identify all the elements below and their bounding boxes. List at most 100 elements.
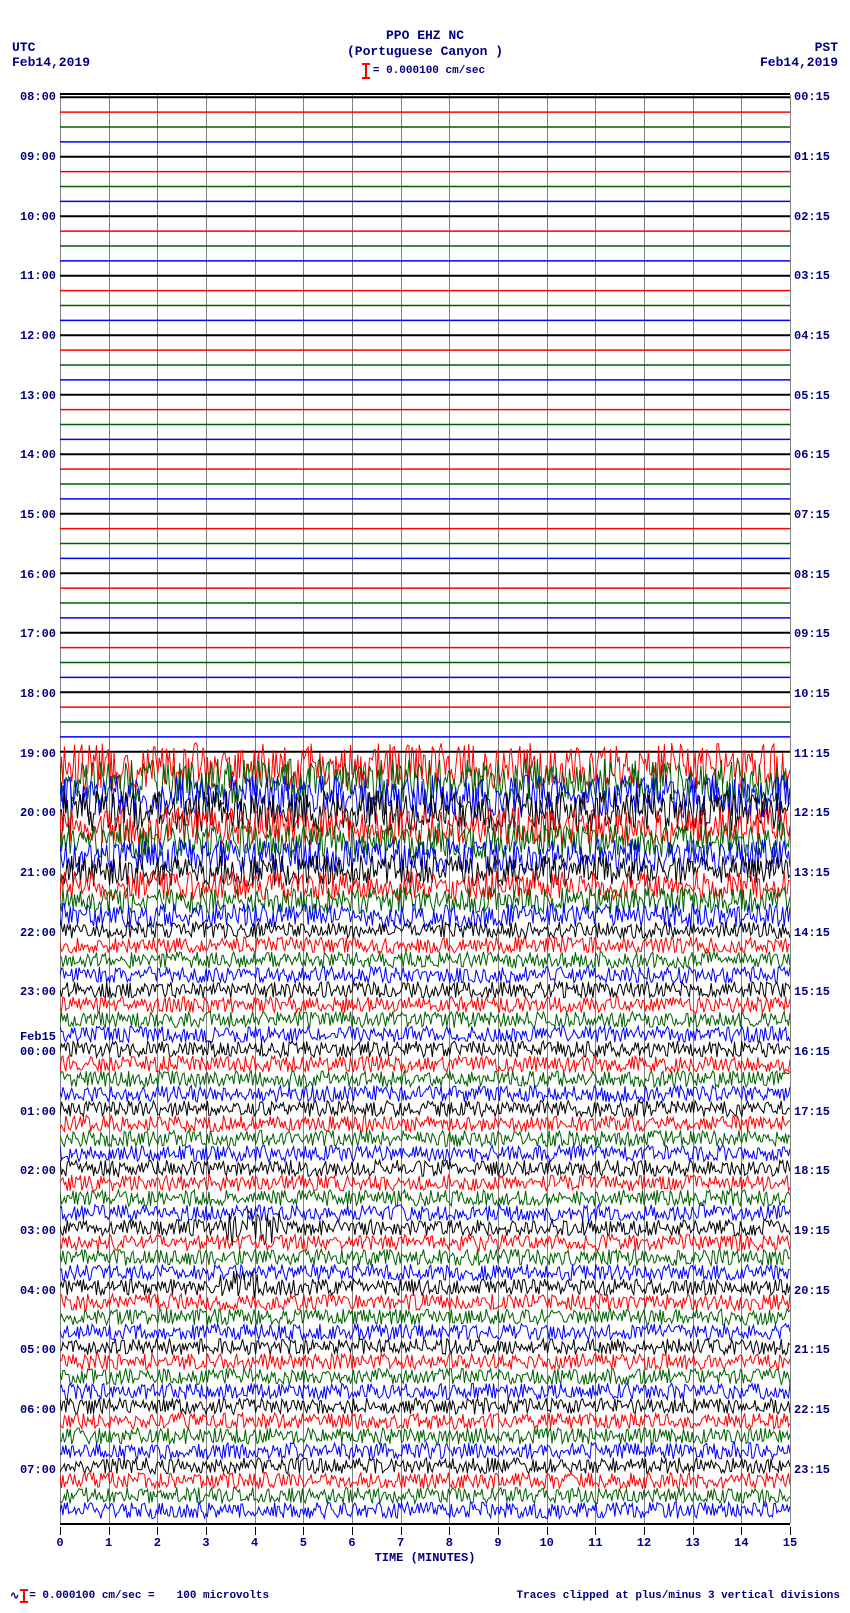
x-tick-label: 12: [637, 1536, 651, 1550]
utc-time-label: 04:00: [20, 1284, 56, 1298]
x-tick-label: 11: [588, 1536, 602, 1550]
tz-right-label: PST: [815, 40, 838, 55]
x-tick-label: 9: [494, 1536, 501, 1550]
pst-time-label: 15:15: [794, 985, 830, 999]
pst-time-label: 02:15: [794, 210, 830, 224]
pst-time-label: 05:15: [794, 389, 830, 403]
x-tick: [206, 1527, 207, 1535]
pst-time-label: 01:15: [794, 150, 830, 164]
x-tick: [157, 1527, 158, 1535]
scale-bar-icon: [365, 63, 367, 79]
x-tick: [352, 1527, 353, 1535]
x-tick-label: 13: [685, 1536, 699, 1550]
pst-time-label: 10:15: [794, 687, 830, 701]
utc-time-label: 03:00: [20, 1224, 56, 1238]
utc-time-label: 06:00: [20, 1403, 56, 1417]
utc-time-label: 01:00: [20, 1105, 56, 1119]
pst-time-label: 20:15: [794, 1284, 830, 1298]
x-tick-label: 5: [300, 1536, 307, 1550]
pst-time-label: 23:15: [794, 1463, 830, 1477]
utc-time-label: 12:00: [20, 329, 56, 343]
scale-text: = 0.000100 cm/sec: [373, 65, 485, 77]
x-tick-label: 8: [446, 1536, 453, 1550]
pst-time-label: 13:15: [794, 866, 830, 880]
x-tick-label: 0: [56, 1536, 63, 1550]
pst-time-label: 18:15: [794, 1164, 830, 1178]
utc-time-label: 07:00: [20, 1463, 56, 1477]
pst-time-label: 04:15: [794, 329, 830, 343]
pst-time-label: 14:15: [794, 926, 830, 940]
grid-vertical: [790, 95, 791, 1523]
utc-time-label: 05:00: [20, 1343, 56, 1357]
x-tick-label: 6: [348, 1536, 355, 1550]
pst-time-label: 17:15: [794, 1105, 830, 1119]
x-tick: [693, 1527, 694, 1535]
station-code: PPO EHZ NC: [0, 28, 850, 44]
x-tick: [60, 1527, 61, 1535]
utc-time-label: 23:00: [20, 985, 56, 999]
pst-time-label: 21:15: [794, 1343, 830, 1357]
utc-time-label: 10:00: [20, 210, 56, 224]
utc-time-label: 20:00: [20, 806, 56, 820]
x-tick-label: 1: [105, 1536, 112, 1550]
x-tick: [401, 1527, 402, 1535]
x-tick: [255, 1527, 256, 1535]
station-name: (Portuguese Canyon ): [0, 44, 850, 60]
chart-header: PPO EHZ NC (Portuguese Canyon ) = 0.0001…: [0, 0, 850, 79]
utc-time-label: 00:00: [20, 1045, 56, 1059]
footer-scale-text: = 0.000100 cm/sec =: [29, 1590, 154, 1602]
x-tick-label: 10: [539, 1536, 553, 1550]
utc-time-label: 14:00: [20, 448, 56, 462]
pst-time-label: 07:15: [794, 508, 830, 522]
scale-row: = 0.000100 cm/sec: [0, 63, 850, 79]
x-tick-label: 2: [154, 1536, 161, 1550]
utc-time-label: 15:00: [20, 508, 56, 522]
x-axis-title: TIME (MINUTES): [60, 1551, 790, 1565]
pst-time-label: 22:15: [794, 1403, 830, 1417]
footer-clip-note: Traces clipped at plus/minus 3 vertical …: [517, 1590, 840, 1602]
x-tick: [595, 1527, 596, 1535]
pst-time-label: 09:15: [794, 627, 830, 641]
pst-time-label: 06:15: [794, 448, 830, 462]
date-right-label: Feb14,2019: [760, 55, 838, 70]
utc-time-label: 19:00: [20, 747, 56, 761]
pst-time-label: 12:15: [794, 806, 830, 820]
utc-date-label: Feb15: [20, 1030, 56, 1044]
pst-time-label: 03:15: [794, 269, 830, 283]
utc-time-label: 08:00: [20, 90, 56, 104]
utc-time-label: 22:00: [20, 926, 56, 940]
x-tick: [644, 1527, 645, 1535]
utc-time-label: 11:00: [20, 269, 56, 283]
footer: ∿ = 0.000100 cm/sec = 100 microvolts Tra…: [10, 1589, 840, 1603]
pst-time-label: 08:15: [794, 568, 830, 582]
tz-left-label: UTC: [12, 40, 35, 55]
x-tick-label: 3: [202, 1536, 209, 1550]
pst-time-label: 16:15: [794, 1045, 830, 1059]
x-tick: [741, 1527, 742, 1535]
x-tick: [547, 1527, 548, 1535]
utc-time-label: 16:00: [20, 568, 56, 582]
pst-time-label: 11:15: [794, 747, 830, 761]
date-left-label: Feb14,2019: [12, 55, 90, 70]
footer-scale-bar-icon: [23, 1589, 25, 1603]
x-tick-label: 15: [783, 1536, 797, 1550]
footer-microvolts: 100 microvolts: [177, 1590, 269, 1602]
footer-left: ∿ = 0.000100 cm/sec = 100 microvolts: [10, 1589, 269, 1603]
utc-time-label: 13:00: [20, 389, 56, 403]
x-tick: [790, 1527, 791, 1535]
utc-time-label: 02:00: [20, 1164, 56, 1178]
footer-wave-icon: ∿: [10, 1589, 19, 1603]
x-tick: [303, 1527, 304, 1535]
pst-time-label: 00:15: [794, 90, 830, 104]
x-tick-label: 4: [251, 1536, 258, 1550]
utc-time-label: 09:00: [20, 150, 56, 164]
utc-time-label: 18:00: [20, 687, 56, 701]
x-tick: [449, 1527, 450, 1535]
helicorder-plot: 08:0009:0010:0011:0012:0013:0014:0015:00…: [60, 93, 790, 1525]
utc-time-label: 17:00: [20, 627, 56, 641]
x-tick: [498, 1527, 499, 1535]
x-tick-label: 14: [734, 1536, 748, 1550]
utc-time-label: 21:00: [20, 866, 56, 880]
pst-time-label: 19:15: [794, 1224, 830, 1238]
x-tick-label: 7: [397, 1536, 404, 1550]
